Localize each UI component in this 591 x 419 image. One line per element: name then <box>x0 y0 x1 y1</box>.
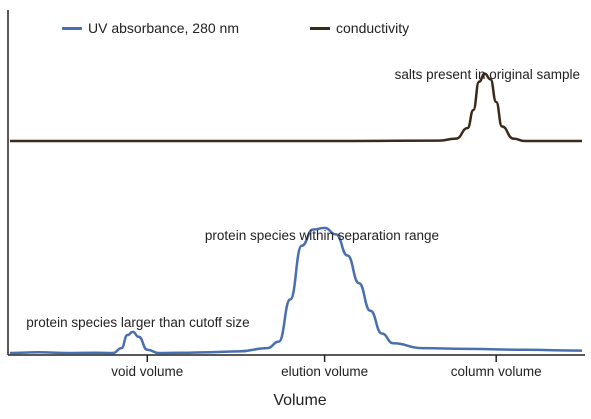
uv-absorbance-line <box>9 226 583 355</box>
legend: UV absorbance, 280 nm conductivity <box>0 20 591 44</box>
annotation-protein-too-large: protein species larger than cutoff size <box>26 315 249 330</box>
conductivity-line <box>9 72 582 143</box>
x-tick-label-0: void volume <box>111 364 183 379</box>
annotation-protein-in-range: protein species within separation range <box>205 228 439 243</box>
legend-item-uv: UV absorbance, 280 nm <box>62 20 239 36</box>
annotation-salts: salts present in original sample <box>395 67 580 82</box>
legend-label-uv: UV absorbance, 280 nm <box>88 20 239 36</box>
legend-swatch-conductivity <box>310 26 330 30</box>
x-tick-label-2: column volume <box>451 364 542 379</box>
legend-label-conductivity: conductivity <box>336 20 410 36</box>
legend-item-conductivity: conductivity <box>310 20 409 36</box>
x-tick-label-1: elution volume <box>281 364 368 379</box>
x-axis-label: Volume <box>273 392 326 409</box>
legend-swatch-uv <box>62 26 82 30</box>
